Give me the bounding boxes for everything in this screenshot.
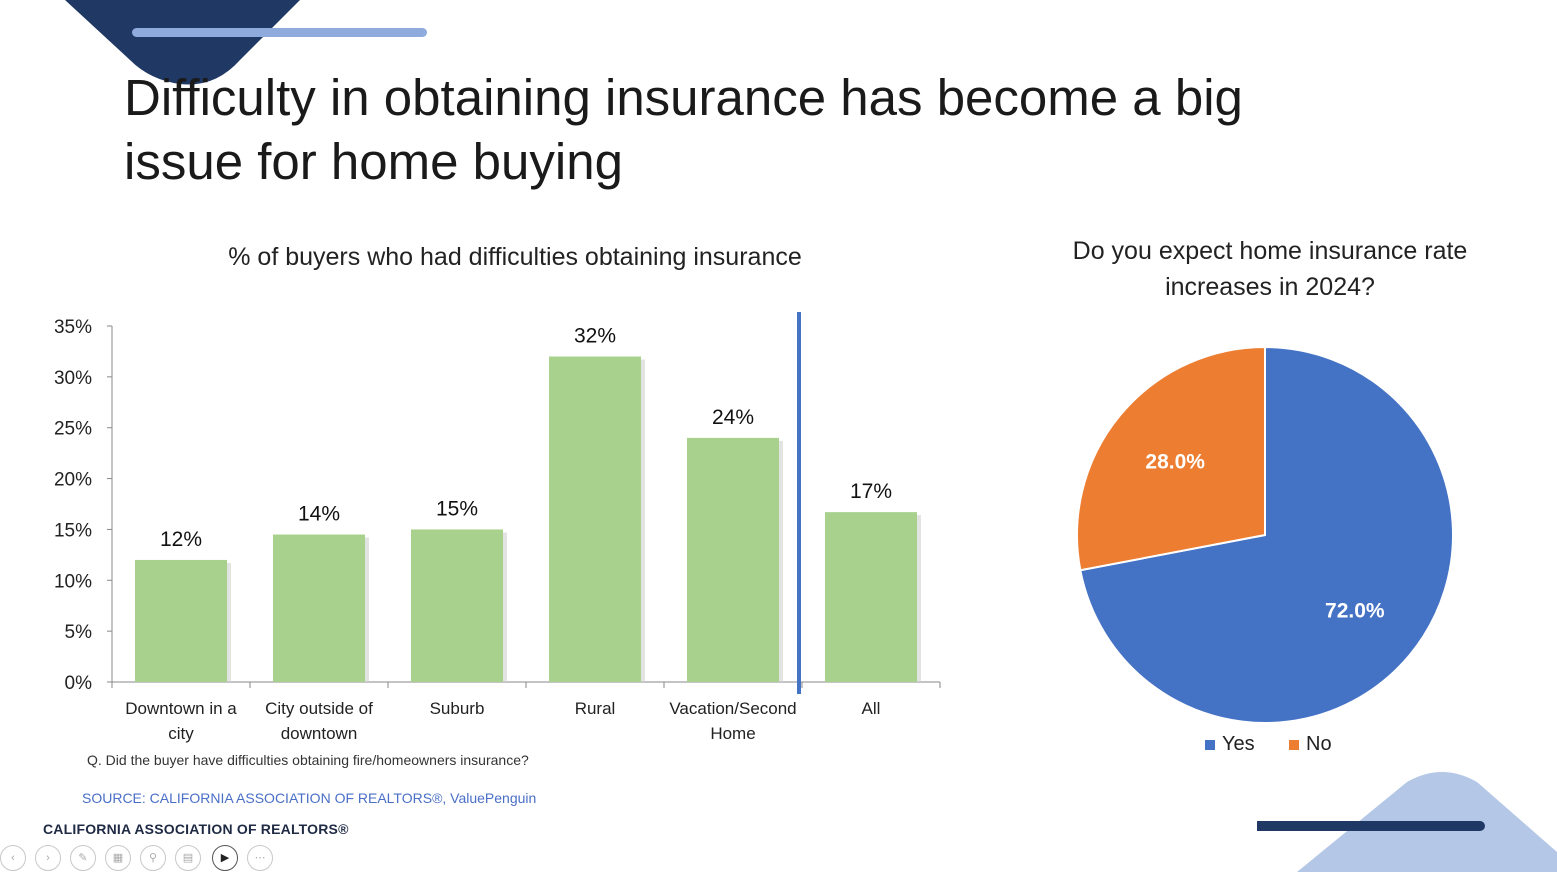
y-tick-label: 20%: [54, 470, 92, 491]
y-tick-label: 5%: [65, 622, 93, 643]
legend-swatch: [1205, 740, 1215, 750]
x-tick-label: Vacation/Second: [669, 699, 796, 718]
bottom-right-decoration: [1257, 772, 1557, 872]
y-tick-label: 30%: [54, 368, 92, 389]
next-icon[interactable]: ›: [35, 845, 61, 871]
legend-label: Yes: [1222, 733, 1255, 755]
y-tick-label: 25%: [54, 419, 92, 440]
x-tick-label: Suburb: [430, 699, 485, 718]
bar-data-label: 12%: [160, 528, 202, 551]
bar-chart-title: % of buyers who had difficulties obtaini…: [228, 243, 802, 271]
camera-icon[interactable]: ▶: [212, 845, 238, 871]
bar: [687, 437, 779, 682]
bar-data-label: 15%: [436, 497, 478, 520]
pie-data-label: 28.0%: [1145, 451, 1205, 474]
pie-data-label: 72.0%: [1325, 599, 1385, 622]
x-tick-label: City outside of: [265, 699, 373, 718]
bar: [135, 559, 227, 682]
subtitles-icon[interactable]: ▤: [175, 845, 201, 871]
pen-icon[interactable]: ✎: [70, 845, 96, 871]
pie-chart-title: Do you expect home insurance rate increa…: [1072, 237, 1468, 301]
slide-title: Difficulty in obtaining insurance has be…: [124, 69, 1243, 190]
y-tick-label: 35%: [54, 317, 92, 338]
y-tick-label: 0%: [65, 673, 93, 694]
bar: [411, 529, 503, 682]
y-tick-label: 15%: [54, 520, 92, 541]
pie-chart: 72.0% 28.0% Yes No: [1076, 345, 1454, 755]
more-icon[interactable]: ⋯: [247, 845, 273, 871]
bar: [273, 534, 365, 682]
bar-data-label: 17%: [850, 480, 892, 503]
survey-question: Q. Did the buyer have difficulties obtai…: [87, 752, 529, 768]
bar: [549, 356, 641, 682]
legend-swatch: [1289, 740, 1299, 750]
zoom-icon[interactable]: ⚲: [140, 845, 166, 871]
slides-icon[interactable]: ▦: [105, 845, 131, 871]
bar-data-label: 14%: [298, 503, 340, 526]
source-note: SOURCE: CALIFORNIA ASSOCIATION OF REALTO…: [82, 790, 537, 806]
bar-data-label: 32%: [574, 325, 616, 348]
x-tick-label: Home: [710, 724, 755, 743]
bar: [825, 512, 917, 682]
x-tick-label: Rural: [575, 699, 616, 718]
top-decoration: [65, 0, 427, 85]
y-tick-label: 10%: [54, 571, 92, 592]
x-tick-label: city: [168, 724, 194, 743]
bar-data-label: 24%: [712, 406, 754, 429]
x-tick-label: All: [862, 699, 881, 718]
pie-slice-no: [1076, 345, 1266, 572]
x-tick-label: Downtown in a: [125, 699, 237, 718]
previous-icon[interactable]: ‹: [0, 845, 26, 871]
brand-logo-text: CALIFORNIA ASSOCIATION OF REALTORS®: [43, 821, 349, 837]
x-tick-label: downtown: [281, 724, 358, 743]
pie-slice-yes: [1079, 345, 1454, 724]
bar-chart: 0% 5% 10% 15% 20% 25% 30% 35% 12% Downtown in a ci…: [54, 312, 941, 743]
legend-label: No: [1306, 733, 1332, 755]
